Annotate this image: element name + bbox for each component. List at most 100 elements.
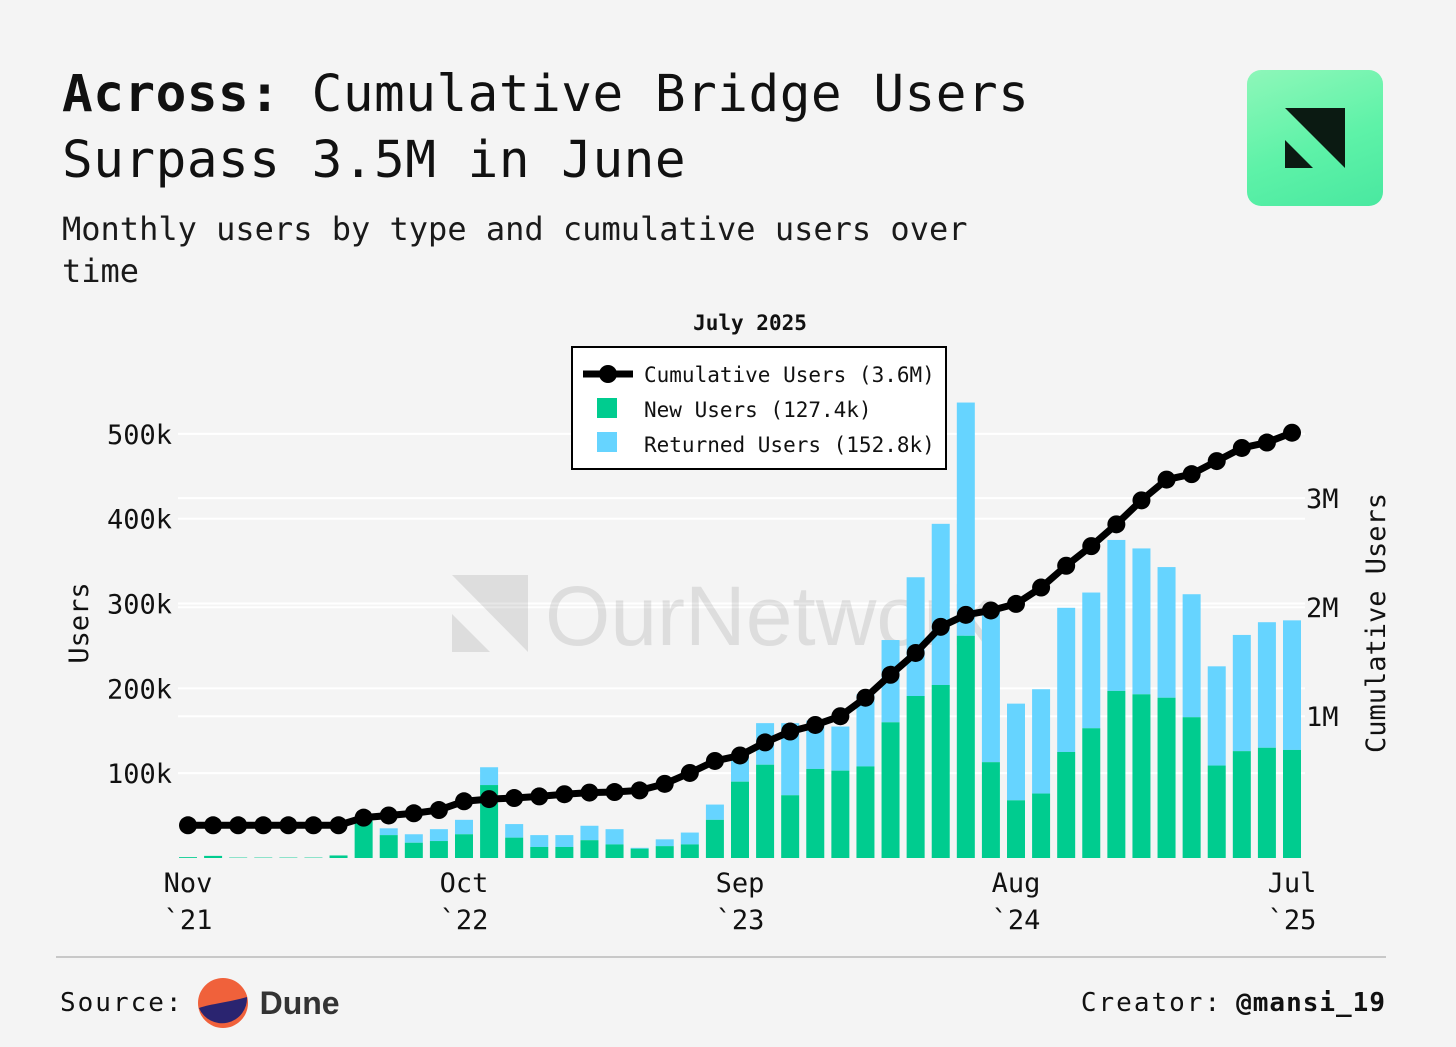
- legend-swatch-marker: [599, 365, 617, 383]
- bar-new-users: [1283, 749, 1301, 858]
- footer-divider: [56, 956, 1386, 958]
- cumulative-users-point: [429, 801, 448, 820]
- logo-glyph: [1285, 108, 1345, 168]
- cumulative-users-point: [655, 774, 674, 793]
- x-tick-year: `21: [164, 905, 213, 936]
- bar-returned-users: [555, 835, 574, 847]
- legend-swatch-new: [597, 398, 617, 418]
- cumulative-users-point: [931, 617, 950, 636]
- cumulative-users-point: [1157, 470, 1176, 489]
- bar-returned-users: [480, 767, 499, 786]
- cumulative-users-point: [555, 785, 574, 804]
- y-axis-title: Users: [64, 582, 95, 663]
- y-tick-label: 300k: [107, 590, 172, 621]
- bar-returned-users: [680, 832, 699, 845]
- bar-new-users: [1032, 793, 1051, 858]
- cumulative-users-point: [1057, 556, 1076, 575]
- y-tick-label: 400k: [107, 505, 172, 536]
- cumulative-users-point: [1007, 594, 1025, 613]
- bar-new-users: [204, 855, 223, 858]
- bar-new-users: [1257, 747, 1276, 858]
- cumulative-users-point: [956, 605, 975, 624]
- bar-returned-users: [906, 577, 925, 697]
- source-name: Dune: [259, 984, 340, 1021]
- bar-new-users: [1207, 765, 1226, 858]
- bar-new-users: [731, 781, 749, 858]
- bar-returned-users: [1057, 607, 1076, 752]
- bar-new-users: [530, 846, 549, 858]
- y-tick-label: 100k: [107, 759, 172, 790]
- x-tick-year: `22: [440, 905, 489, 936]
- bar-new-users: [1157, 697, 1176, 858]
- bar-new-users: [354, 818, 373, 858]
- cumulative-users-point: [404, 804, 423, 823]
- bar-returned-users: [1283, 620, 1301, 750]
- cumulative-users-point: [229, 816, 248, 835]
- bar-returned-users: [956, 402, 975, 636]
- cumulative-users-point: [806, 715, 825, 734]
- cumulative-users-point: [1257, 433, 1276, 452]
- source-attribution: Source: Dune: [60, 978, 340, 1028]
- bar-returned-users: [1257, 622, 1276, 748]
- cumulative-users-point: [605, 783, 624, 802]
- cumulative-users-point: [1283, 423, 1301, 442]
- watermark-icon-part: [452, 614, 490, 652]
- cumulative-users-point: [731, 746, 749, 765]
- x-tick-year: `25: [1268, 905, 1317, 936]
- cumulative-users-point: [379, 806, 398, 825]
- cumulative-users-point: [1132, 491, 1151, 510]
- bar-returned-users: [655, 839, 674, 847]
- cumulative-users-point: [329, 816, 348, 835]
- cumulative-users-point: [480, 790, 499, 809]
- cumulative-users-point: [530, 787, 549, 806]
- bar-new-users: [1232, 751, 1251, 858]
- cumulative-users-point: [304, 816, 323, 835]
- cumulative-users-point: [455, 792, 473, 811]
- bar-new-users: [1057, 751, 1076, 858]
- creator-label: Creator:: [1080, 988, 1223, 1018]
- bar-new-users: [605, 844, 624, 858]
- cumulative-users-point: [906, 643, 925, 662]
- cumulative-users-point: [580, 783, 599, 802]
- bar-new-users: [831, 770, 850, 858]
- x-tick-month: Nov: [164, 868, 213, 899]
- cumulative-users-point: [756, 733, 775, 752]
- bar-new-users: [455, 834, 473, 858]
- cumulative-users-point: [1232, 438, 1251, 457]
- bar-new-users: [555, 846, 574, 858]
- x-tick-year: `24: [992, 905, 1041, 936]
- source-label: Source:: [60, 988, 184, 1018]
- ournetwork-logo-icon: [1247, 70, 1383, 206]
- bar-returned-users: [379, 828, 398, 836]
- bar-returned-users: [605, 829, 624, 845]
- bar-new-users: [1107, 690, 1126, 858]
- bar-returned-users: [429, 829, 448, 842]
- cumulative-users-point: [279, 816, 298, 835]
- cumulative-users-point: [881, 665, 900, 684]
- cumulative-users-point: [354, 808, 373, 827]
- cumulative-users-point: [781, 722, 800, 741]
- x-tick-month: Sep: [716, 868, 765, 899]
- bar-new-users: [705, 819, 724, 858]
- cumulative-users-point: [1107, 515, 1126, 534]
- cumulative-users-point: [856, 688, 875, 707]
- bar-returned-users: [455, 819, 473, 835]
- bar-returned-users: [781, 723, 800, 796]
- cumulative-users-point: [505, 789, 524, 808]
- bar-returned-users: [530, 835, 549, 847]
- dune-logo-icon: [197, 978, 248, 1028]
- chart-title: July 2025: [693, 311, 807, 335]
- bar-returned-users: [1082, 592, 1101, 729]
- bar-returned-users: [931, 523, 950, 685]
- bar-returned-users: [705, 804, 724, 820]
- bar-new-users: [379, 835, 398, 858]
- bar-returned-users: [1232, 634, 1251, 752]
- bar-returned-users: [981, 611, 1000, 763]
- bar-returned-users: [831, 726, 850, 771]
- bar-new-users: [630, 848, 649, 858]
- bar-new-users: [781, 795, 800, 858]
- x-tick-month: Aug: [992, 868, 1041, 899]
- cumulative-users-point: [630, 781, 649, 800]
- bar-returned-users: [1107, 539, 1126, 691]
